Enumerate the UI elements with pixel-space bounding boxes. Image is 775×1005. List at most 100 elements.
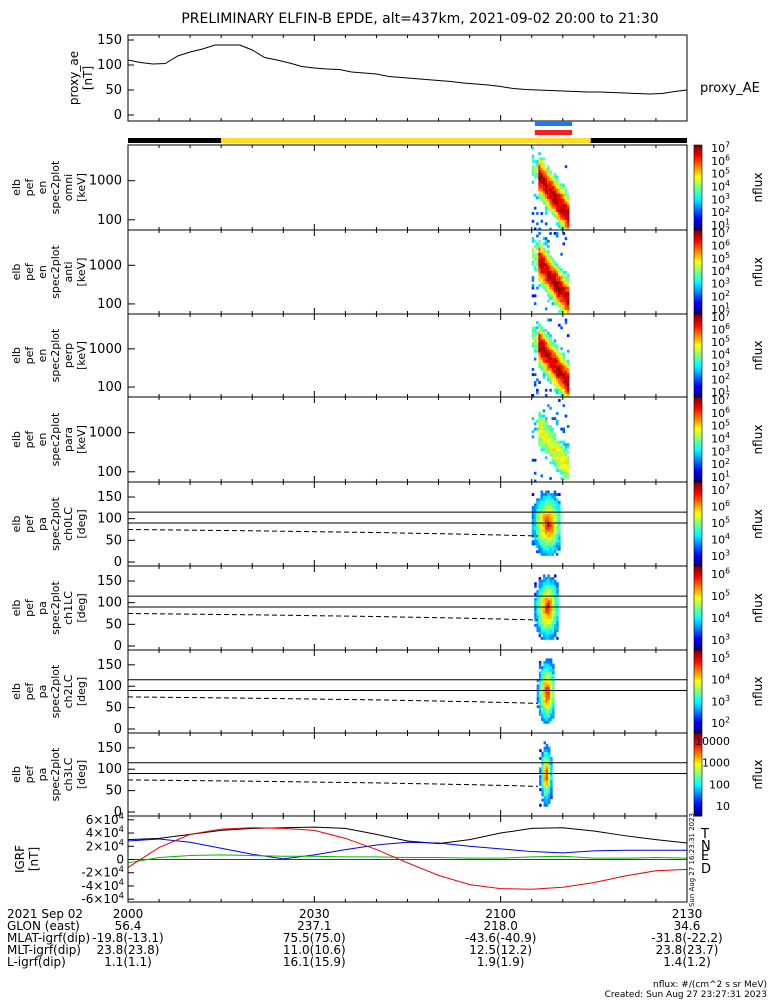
pitch-angle-cell: [549, 500, 552, 504]
pitch-angle-cell: [553, 503, 557, 507]
pitch-angle-cell: [554, 597, 557, 601]
spectrogram-cell: [560, 461, 563, 465]
spectrogram-cell: [536, 252, 539, 256]
pitch-angle-panel-frame: [127, 481, 688, 567]
pitch-angle-cell: [551, 584, 555, 588]
colorbar-cell: [694, 291, 702, 294]
pitch-angle-cell: [553, 506, 557, 509]
colorbar-cell: [694, 540, 702, 543]
pitch-angle-cell: [552, 702, 555, 706]
spectrogram-cell: [560, 278, 563, 282]
pitch-angle-cell: [538, 705, 542, 709]
igrf-ytick-label: 4×104: [86, 824, 124, 840]
colorbar-cell: [694, 442, 702, 445]
pitch-angle-cell: [555, 511, 559, 515]
pitch-angle-cell: [545, 634, 548, 638]
colorbar-cell: [694, 487, 702, 490]
spectrogram-cell: [538, 276, 541, 280]
pitch-angle-cell: [538, 679, 542, 683]
spectrogram-cell: [560, 188, 563, 192]
spectrogram-cell: [547, 375, 550, 379]
spectrogram-cell: [542, 440, 546, 444]
pitch-angle-cell: [556, 597, 559, 601]
spectrogram-cell: [533, 331, 537, 335]
colorbar-label: nflux: [751, 257, 765, 287]
pitch-angle-cell: [543, 674, 546, 677]
spectrogram-cell: [547, 370, 550, 374]
pitch-angle-cell: [549, 545, 552, 548]
spectrogram-cell: [551, 188, 555, 192]
spectrogram-cell: [558, 365, 561, 369]
spectrogram-cell: [555, 469, 559, 473]
pitch-angle-cell: [549, 663, 553, 667]
spectrogram-cell: [549, 427, 552, 431]
spectrogram-ytick-label: 100: [97, 380, 122, 395]
spectrogram-cell: [560, 362, 563, 366]
spectrogram-cell: [549, 435, 552, 439]
pitch-angle-cell: [538, 613, 542, 617]
pitch-angle-cell: [540, 547, 544, 551]
colorbar-cell: [694, 613, 702, 616]
spectrogram-cell: [564, 391, 568, 395]
pitch-angle-cell: [549, 592, 553, 596]
pitch-angle-cell: [552, 710, 555, 714]
spectrogram-cell: [560, 368, 563, 371]
spectrogram-cell: [553, 299, 557, 303]
pitch-angle-cell: [549, 623, 553, 627]
pitch-angle-cell: [531, 493, 535, 496]
pitch-angle-cell: [538, 618, 542, 622]
spectrogram-cell: [555, 183, 559, 187]
pitch-angle-cell: [543, 741, 547, 745]
spectrogram-cell: [562, 360, 566, 364]
spectrogram-cell: [560, 471, 563, 475]
colorbar-cell: [694, 806, 702, 809]
colorbar-cell: [694, 284, 702, 287]
colorbar-cell: [694, 147, 702, 150]
colorbar-cell: [694, 490, 702, 493]
spectrogram-cell: [558, 271, 561, 274]
pitch-angle-ylabel: ch3LC: [62, 757, 75, 791]
pitch-angle-cell: [534, 597, 537, 601]
pitch-angle-cell: [545, 679, 548, 683]
spectrogram-cell: [560, 225, 563, 228]
pitch-angle-cell: [553, 513, 557, 517]
pitch-angle-cell: [541, 710, 544, 714]
colorbar-cell: [694, 554, 702, 557]
spectrogram-cell: [533, 193, 537, 197]
spectrogram-cell: [560, 453, 563, 457]
pitch-angle-cell: [541, 751, 544, 755]
pitch-angle-cell: [534, 618, 537, 622]
spectrogram-cell: [564, 196, 568, 200]
pitch-angle-cell: [542, 503, 546, 507]
spectrogram-cell: [538, 329, 541, 332]
spectrogram-cell: [558, 388, 561, 392]
spectrogram-cell: [544, 167, 548, 171]
spectrogram-cell: [547, 186, 550, 189]
pitch-angle-cell: [551, 534, 555, 538]
spectrogram-cell: [558, 378, 561, 382]
colorbar-cell: [694, 298, 702, 301]
pitch-angle-cell: [536, 626, 539, 630]
spectrogram-cell: [538, 425, 541, 428]
colorbar-cell: [694, 460, 702, 463]
pitch-angle-cell: [543, 629, 546, 632]
colorbar-cell: [694, 702, 702, 705]
colorbar-cell: [694, 474, 702, 477]
spectrogram-cell: [564, 469, 568, 473]
pitch-angle-cell: [547, 700, 551, 703]
pitch-angle-cell: [547, 506, 550, 509]
spectrogram-cell: [560, 360, 563, 364]
spectrogram-cell: [560, 451, 563, 454]
colorbar-cell: [694, 685, 702, 688]
colorbar-cell: [694, 376, 702, 379]
spectrogram-cell: [551, 451, 555, 454]
colorbar-cell: [694, 220, 702, 222]
colorbar-cell: [694, 184, 702, 187]
spectrogram-cell: [558, 212, 561, 215]
colorbar-cell: [694, 429, 702, 432]
spectrogram-ylabel: en: [36, 181, 49, 195]
spectrogram-cell: [566, 388, 570, 392]
spectrogram-cell: [555, 419, 559, 423]
spectrogram-cell: [547, 349, 550, 353]
spectrogram-cell: [566, 360, 570, 364]
